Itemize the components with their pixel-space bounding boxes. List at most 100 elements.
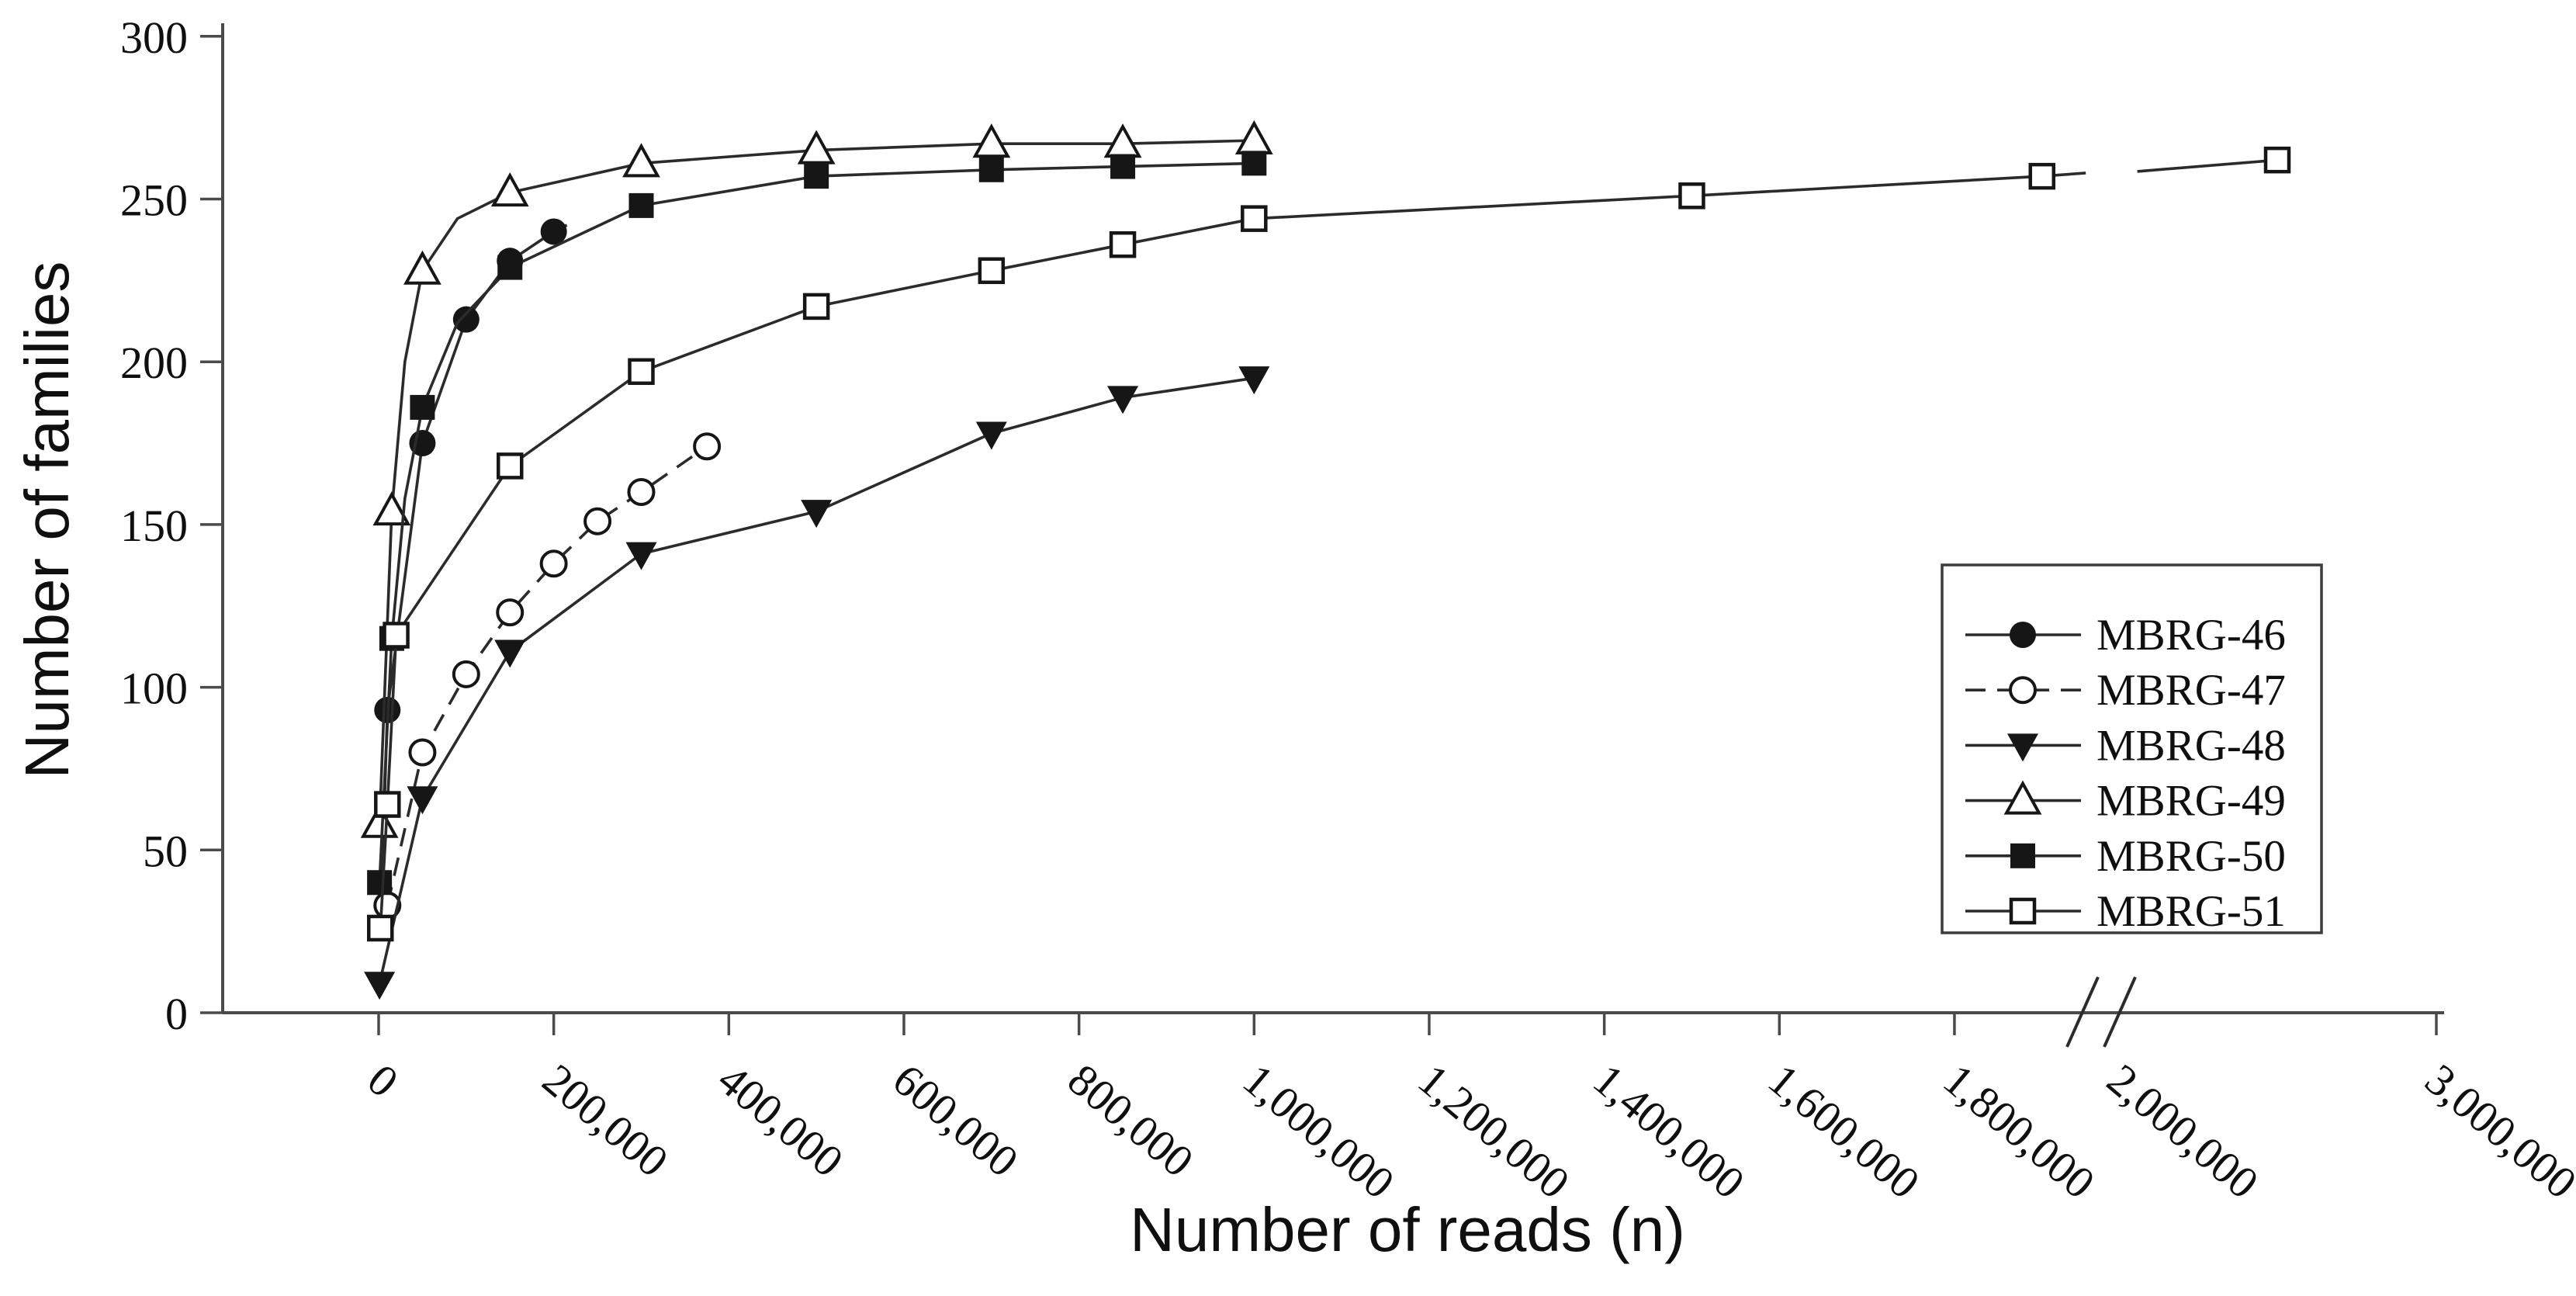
legend-item: MBRG-48 (1965, 721, 2286, 770)
marker-open-circle (452, 660, 480, 688)
marker-filled-tri-down (975, 421, 1007, 450)
marker-open-square (802, 293, 830, 321)
y-axis-title: Number of families (12, 262, 81, 779)
marker-open-circle (583, 507, 612, 535)
y-tick-label: 250 (120, 175, 188, 226)
marker-filled-tri-down (364, 972, 396, 1000)
marker-open-tri-up (490, 172, 529, 207)
legend-label: MBRG-47 (2096, 666, 2286, 715)
marker-filled-square (1110, 154, 1136, 179)
marker-open-tri-up (797, 130, 836, 165)
break-slash (2065, 976, 2100, 1048)
x-tick-label: 3,000,000 (2416, 1054, 2576, 1208)
marker-open-tri-up (372, 490, 411, 526)
marker-filled-circle (2010, 622, 2036, 648)
marker-open-tri-up (403, 250, 441, 285)
series-MBRG-49 (360, 120, 1273, 838)
marker-open-square (374, 791, 401, 818)
x-tick-label: 1,000,000 (1234, 1054, 1404, 1208)
legend-item: MBRG-47 (1965, 666, 2286, 715)
x-axis-title: Number of reads (n) (1130, 1195, 1685, 1264)
marker-filled-square (804, 164, 829, 189)
y-tick-label: 200 (120, 338, 188, 388)
y-tick-label: 150 (120, 501, 188, 551)
legend-box (1941, 563, 2323, 934)
x-tick-label: 2,000,000 (2098, 1054, 2269, 1208)
x-tick-label: 1,800,000 (1934, 1054, 2105, 1208)
marker-open-square (1678, 182, 1705, 210)
series-line (386, 445, 708, 906)
marker-open-square (1241, 205, 1268, 232)
marker-filled-tri-down (407, 786, 438, 815)
marker-filled-square (978, 157, 1004, 182)
marker-open-square (2028, 162, 2056, 190)
marker-filled-tri-down (625, 542, 657, 570)
marker-open-circle (693, 432, 722, 461)
x-tick-label: 400,000 (708, 1054, 853, 1187)
x-axis: 0 200,000 400,000 600,000 800,000 1,000,000 1,… (358, 1013, 2576, 1208)
x-tick-label: 1,200,000 (1409, 1054, 1580, 1208)
x-axis-break (2065, 976, 2137, 1048)
marker-filled-square (367, 870, 393, 896)
legend-item: MBRG-46 (1965, 611, 2286, 660)
break-slash (2103, 976, 2137, 1048)
series-MBRG-50 (367, 151, 1267, 896)
series-MBRG-51 (367, 146, 2291, 942)
legend-label: MBRG-49 (2096, 777, 2286, 826)
legend-item: MBRG-51 (1965, 887, 2286, 936)
x-tick-label: 0 (358, 1054, 408, 1107)
marker-filled-square (628, 192, 654, 218)
marker-open-square (496, 452, 524, 480)
axes (221, 23, 2444, 1014)
x-tick-label: 200,000 (533, 1054, 677, 1187)
marker-open-circle (2009, 676, 2037, 705)
marker-filled-square (410, 394, 435, 420)
series-line (379, 172, 2086, 929)
legend-label: MBRG-51 (2096, 887, 2286, 936)
y-tick-label: 300 (120, 12, 188, 63)
marker-filled-circle (540, 218, 567, 245)
marker-filled-square (1241, 151, 1267, 176)
series-line (2137, 158, 2278, 173)
series-MBRG-46 (374, 218, 568, 932)
series-MBRG-47 (373, 432, 722, 920)
marker-open-square (628, 358, 655, 386)
marker-open-circle (496, 598, 525, 627)
marker-filled-tri-down (494, 639, 526, 668)
marker-filled-circle (452, 306, 480, 333)
x-tick-label: 800,000 (1058, 1054, 1203, 1187)
x-tick-label: 1,400,000 (1584, 1054, 1754, 1208)
y-tick-label: 100 (120, 664, 188, 714)
marker-open-tri-up (1234, 120, 1273, 155)
marker-open-square (383, 622, 410, 649)
marker-filled-tri-down (1238, 366, 1270, 395)
marker-filled-tri-down (1107, 386, 1139, 414)
legend-item: MBRG-50 (1965, 832, 2286, 881)
marker-open-square (2263, 146, 2291, 174)
marker-open-square (1109, 230, 1137, 258)
legend-label: MBRG-48 (2096, 721, 2286, 770)
marker-open-circle (539, 549, 568, 578)
marker-filled-tri-down (2007, 733, 2038, 762)
marker-filled-square (2010, 843, 2035, 868)
marker-filled-tri-down (801, 500, 833, 528)
legend-label: MBRG-50 (2096, 832, 2286, 881)
marker-open-tri-up (972, 123, 1011, 158)
y-tick-label: 0 (165, 989, 188, 1039)
marker-open-circle (627, 477, 656, 506)
marker-open-tri-up (1103, 123, 1142, 158)
marker-open-tri-up (2003, 780, 2042, 815)
x-tick-label: 1,600,000 (1759, 1054, 1930, 1208)
series-line (378, 376, 1255, 984)
marker-filled-square (497, 255, 523, 280)
marker-open-circle (408, 738, 437, 767)
legend-label: MBRG-46 (2096, 611, 2286, 660)
marker-open-tri-up (622, 143, 660, 178)
marker-open-square (367, 914, 394, 942)
marker-open-square (2009, 897, 2037, 925)
marker-open-square (978, 257, 1006, 285)
series-MBRG-48 (364, 366, 1270, 1000)
legend: MBRG-46 MBRG-47 MBRG-48 MBRG-49 MBRG-50 MBRG-… (1941, 563, 2323, 936)
